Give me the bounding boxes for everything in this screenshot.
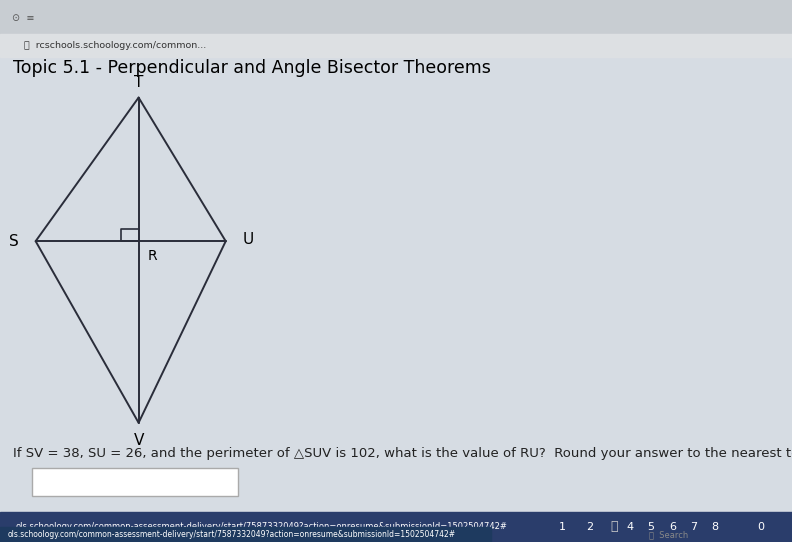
Text: 6: 6: [669, 522, 676, 532]
Bar: [0, 512, 792, 542]
Text: 5: 5: [648, 522, 654, 532]
Text: 🔍  Search: 🔍 Search: [649, 530, 689, 539]
Text: 1: 1: [559, 522, 565, 532]
Text: V: V: [133, 433, 144, 448]
FancyBboxPatch shape: [32, 468, 238, 496]
Text: 2: 2: [587, 522, 593, 532]
Text: R: R: [148, 249, 158, 263]
Text: ⊙  ≡: ⊙ ≡: [12, 13, 34, 23]
Text: ols.schoology.com/common-assessment-delivery/start/7587332049?action=onresume&su: ols.schoology.com/common-assessment-deli…: [8, 530, 456, 539]
Text: U: U: [242, 232, 253, 247]
Text: 0: 0: [757, 522, 763, 532]
Text: ols.schoology.com/common-assessment-delivery/start/7587332049?action=onresume&su: ols.schoology.com/common-assessment-deli…: [15, 522, 508, 531]
Text: 🖱: 🖱: [610, 520, 618, 533]
Text: S: S: [9, 234, 18, 249]
Text: 4: 4: [626, 522, 633, 532]
Bar: [0, 527, 491, 542]
Bar: [0, 0, 792, 35]
Text: If SV = 38, SU = 26, and the perimeter of △SUV is 102, what is the value of RU? : If SV = 38, SU = 26, and the perimeter o…: [13, 447, 792, 460]
Text: 🔒  rcschools.schoology.com/common...: 🔒 rcschools.schoology.com/common...: [24, 41, 206, 50]
Text: Topic 5.1 - Perpendicular and Angle Bisector Theorems: Topic 5.1 - Perpendicular and Angle Bise…: [13, 59, 491, 76]
Bar: [0, 57, 792, 512]
Text: 8: 8: [712, 522, 718, 532]
Text: T: T: [134, 75, 143, 90]
Bar: [0, 34, 792, 57]
Text: 7: 7: [691, 522, 697, 532]
